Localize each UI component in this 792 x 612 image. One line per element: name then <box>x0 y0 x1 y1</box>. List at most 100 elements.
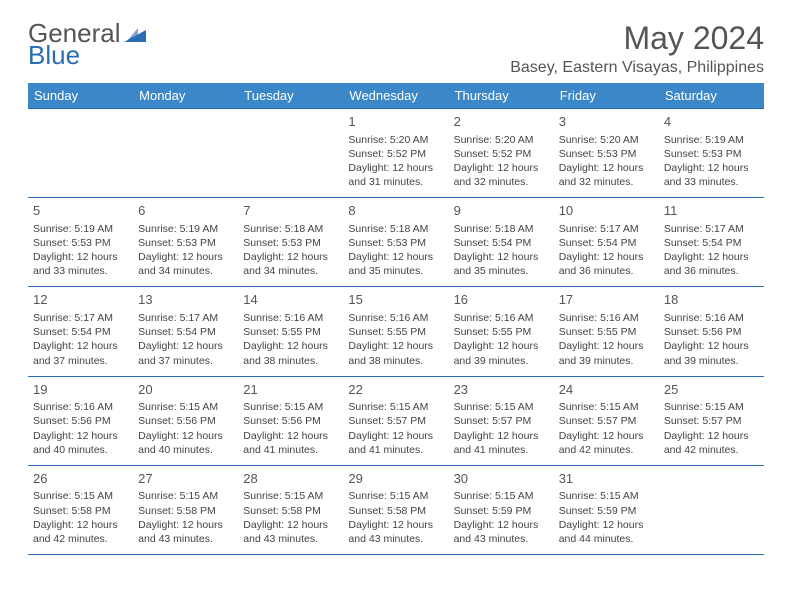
logo-icon <box>124 20 146 46</box>
sunrise-text: Sunrise: 5:15 AM <box>138 400 233 414</box>
daylight-text: Daylight: 12 hours and 35 minutes. <box>454 250 549 278</box>
day-number: 20 <box>138 381 233 399</box>
daylight-text: Daylight: 12 hours and 35 minutes. <box>348 250 443 278</box>
daylight-text: Daylight: 12 hours and 41 minutes. <box>348 429 443 457</box>
daylight-text: Daylight: 12 hours and 41 minutes. <box>243 429 338 457</box>
sunset-text: Sunset: 5:54 PM <box>559 236 654 250</box>
calendar-cell: 8Sunrise: 5:18 AMSunset: 5:53 PMDaylight… <box>343 198 448 287</box>
sunrise-text: Sunrise: 5:20 AM <box>454 133 549 147</box>
sunrise-text: Sunrise: 5:15 AM <box>559 400 654 414</box>
day-number: 4 <box>664 113 759 131</box>
sunrise-text: Sunrise: 5:17 AM <box>138 311 233 325</box>
weekday-header: Sunday <box>28 83 133 109</box>
day-number: 18 <box>664 291 759 309</box>
sunset-text: Sunset: 5:54 PM <box>664 236 759 250</box>
daylight-text: Daylight: 12 hours and 42 minutes. <box>664 429 759 457</box>
sunrise-text: Sunrise: 5:20 AM <box>559 133 654 147</box>
day-number: 30 <box>454 470 549 488</box>
sunrise-text: Sunrise: 5:15 AM <box>348 489 443 503</box>
sunrise-text: Sunrise: 5:18 AM <box>243 222 338 236</box>
daylight-text: Daylight: 12 hours and 32 minutes. <box>559 161 654 189</box>
daylight-text: Daylight: 12 hours and 42 minutes. <box>559 429 654 457</box>
weekday-header-row: Sunday Monday Tuesday Wednesday Thursday… <box>28 83 764 109</box>
daylight-text: Daylight: 12 hours and 33 minutes. <box>33 250 128 278</box>
calendar-cell: 13Sunrise: 5:17 AMSunset: 5:54 PMDayligh… <box>133 287 238 376</box>
day-number: 28 <box>243 470 338 488</box>
day-number: 27 <box>138 470 233 488</box>
calendar-cell: 24Sunrise: 5:15 AMSunset: 5:57 PMDayligh… <box>554 376 659 465</box>
header: GeneralBlue May 2024 Basey, Eastern Visa… <box>28 20 764 77</box>
daylight-text: Daylight: 12 hours and 37 minutes. <box>33 339 128 367</box>
calendar-cell: 9Sunrise: 5:18 AMSunset: 5:54 PMDaylight… <box>449 198 554 287</box>
day-number: 11 <box>664 202 759 220</box>
day-number: 19 <box>33 381 128 399</box>
sunset-text: Sunset: 5:53 PM <box>138 236 233 250</box>
day-number: 9 <box>454 202 549 220</box>
sunrise-text: Sunrise: 5:16 AM <box>454 311 549 325</box>
sunset-text: Sunset: 5:56 PM <box>243 414 338 428</box>
page-title: May 2024 <box>510 20 764 57</box>
sunrise-text: Sunrise: 5:15 AM <box>348 400 443 414</box>
sunset-text: Sunset: 5:53 PM <box>243 236 338 250</box>
daylight-text: Daylight: 12 hours and 41 minutes. <box>454 429 549 457</box>
sunset-text: Sunset: 5:54 PM <box>33 325 128 339</box>
day-number: 23 <box>454 381 549 399</box>
sunrise-text: Sunrise: 5:16 AM <box>348 311 443 325</box>
daylight-text: Daylight: 12 hours and 36 minutes. <box>559 250 654 278</box>
calendar-cell: 5Sunrise: 5:19 AMSunset: 5:53 PMDaylight… <box>28 198 133 287</box>
sunrise-text: Sunrise: 5:15 AM <box>454 489 549 503</box>
calendar-cell: 17Sunrise: 5:16 AMSunset: 5:55 PMDayligh… <box>554 287 659 376</box>
sunset-text: Sunset: 5:56 PM <box>138 414 233 428</box>
calendar-cell: 25Sunrise: 5:15 AMSunset: 5:57 PMDayligh… <box>659 376 764 465</box>
calendar-cell: 27Sunrise: 5:15 AMSunset: 5:58 PMDayligh… <box>133 465 238 554</box>
calendar-cell: 21Sunrise: 5:15 AMSunset: 5:56 PMDayligh… <box>238 376 343 465</box>
sunrise-text: Sunrise: 5:16 AM <box>243 311 338 325</box>
sunset-text: Sunset: 5:57 PM <box>664 414 759 428</box>
daylight-text: Daylight: 12 hours and 39 minutes. <box>559 339 654 367</box>
daylight-text: Daylight: 12 hours and 33 minutes. <box>664 161 759 189</box>
calendar-cell: 10Sunrise: 5:17 AMSunset: 5:54 PMDayligh… <box>554 198 659 287</box>
sunset-text: Sunset: 5:53 PM <box>33 236 128 250</box>
sunset-text: Sunset: 5:58 PM <box>138 504 233 518</box>
daylight-text: Daylight: 12 hours and 38 minutes. <box>348 339 443 367</box>
calendar-cell: 20Sunrise: 5:15 AMSunset: 5:56 PMDayligh… <box>133 376 238 465</box>
day-number: 10 <box>559 202 654 220</box>
daylight-text: Daylight: 12 hours and 39 minutes. <box>454 339 549 367</box>
sunset-text: Sunset: 5:59 PM <box>559 504 654 518</box>
sunset-text: Sunset: 5:55 PM <box>243 325 338 339</box>
day-number: 13 <box>138 291 233 309</box>
sunrise-text: Sunrise: 5:17 AM <box>33 311 128 325</box>
daylight-text: Daylight: 12 hours and 44 minutes. <box>559 518 654 546</box>
sunrise-text: Sunrise: 5:15 AM <box>243 400 338 414</box>
daylight-text: Daylight: 12 hours and 38 minutes. <box>243 339 338 367</box>
calendar-cell: 28Sunrise: 5:15 AMSunset: 5:58 PMDayligh… <box>238 465 343 554</box>
calendar-row: 1Sunrise: 5:20 AMSunset: 5:52 PMDaylight… <box>28 109 764 198</box>
day-number: 26 <box>33 470 128 488</box>
calendar-cell: 3Sunrise: 5:20 AMSunset: 5:53 PMDaylight… <box>554 109 659 198</box>
calendar-cell: 7Sunrise: 5:18 AMSunset: 5:53 PMDaylight… <box>238 198 343 287</box>
sunset-text: Sunset: 5:57 PM <box>454 414 549 428</box>
day-number: 3 <box>559 113 654 131</box>
weekday-header: Monday <box>133 83 238 109</box>
calendar-cell: 14Sunrise: 5:16 AMSunset: 5:55 PMDayligh… <box>238 287 343 376</box>
day-number: 17 <box>559 291 654 309</box>
calendar-cell: 30Sunrise: 5:15 AMSunset: 5:59 PMDayligh… <box>449 465 554 554</box>
calendar-cell: 31Sunrise: 5:15 AMSunset: 5:59 PMDayligh… <box>554 465 659 554</box>
sunrise-text: Sunrise: 5:19 AM <box>33 222 128 236</box>
calendar-cell <box>133 109 238 198</box>
day-number: 2 <box>454 113 549 131</box>
calendar-cell: 16Sunrise: 5:16 AMSunset: 5:55 PMDayligh… <box>449 287 554 376</box>
day-number: 8 <box>348 202 443 220</box>
calendar-cell: 12Sunrise: 5:17 AMSunset: 5:54 PMDayligh… <box>28 287 133 376</box>
sunset-text: Sunset: 5:54 PM <box>138 325 233 339</box>
calendar-cell: 26Sunrise: 5:15 AMSunset: 5:58 PMDayligh… <box>28 465 133 554</box>
sunrise-text: Sunrise: 5:15 AM <box>243 489 338 503</box>
daylight-text: Daylight: 12 hours and 40 minutes. <box>33 429 128 457</box>
day-number: 31 <box>559 470 654 488</box>
calendar-cell: 11Sunrise: 5:17 AMSunset: 5:54 PMDayligh… <box>659 198 764 287</box>
calendar-cell: 18Sunrise: 5:16 AMSunset: 5:56 PMDayligh… <box>659 287 764 376</box>
day-number: 6 <box>138 202 233 220</box>
day-number: 22 <box>348 381 443 399</box>
sunset-text: Sunset: 5:58 PM <box>243 504 338 518</box>
sunset-text: Sunset: 5:55 PM <box>348 325 443 339</box>
